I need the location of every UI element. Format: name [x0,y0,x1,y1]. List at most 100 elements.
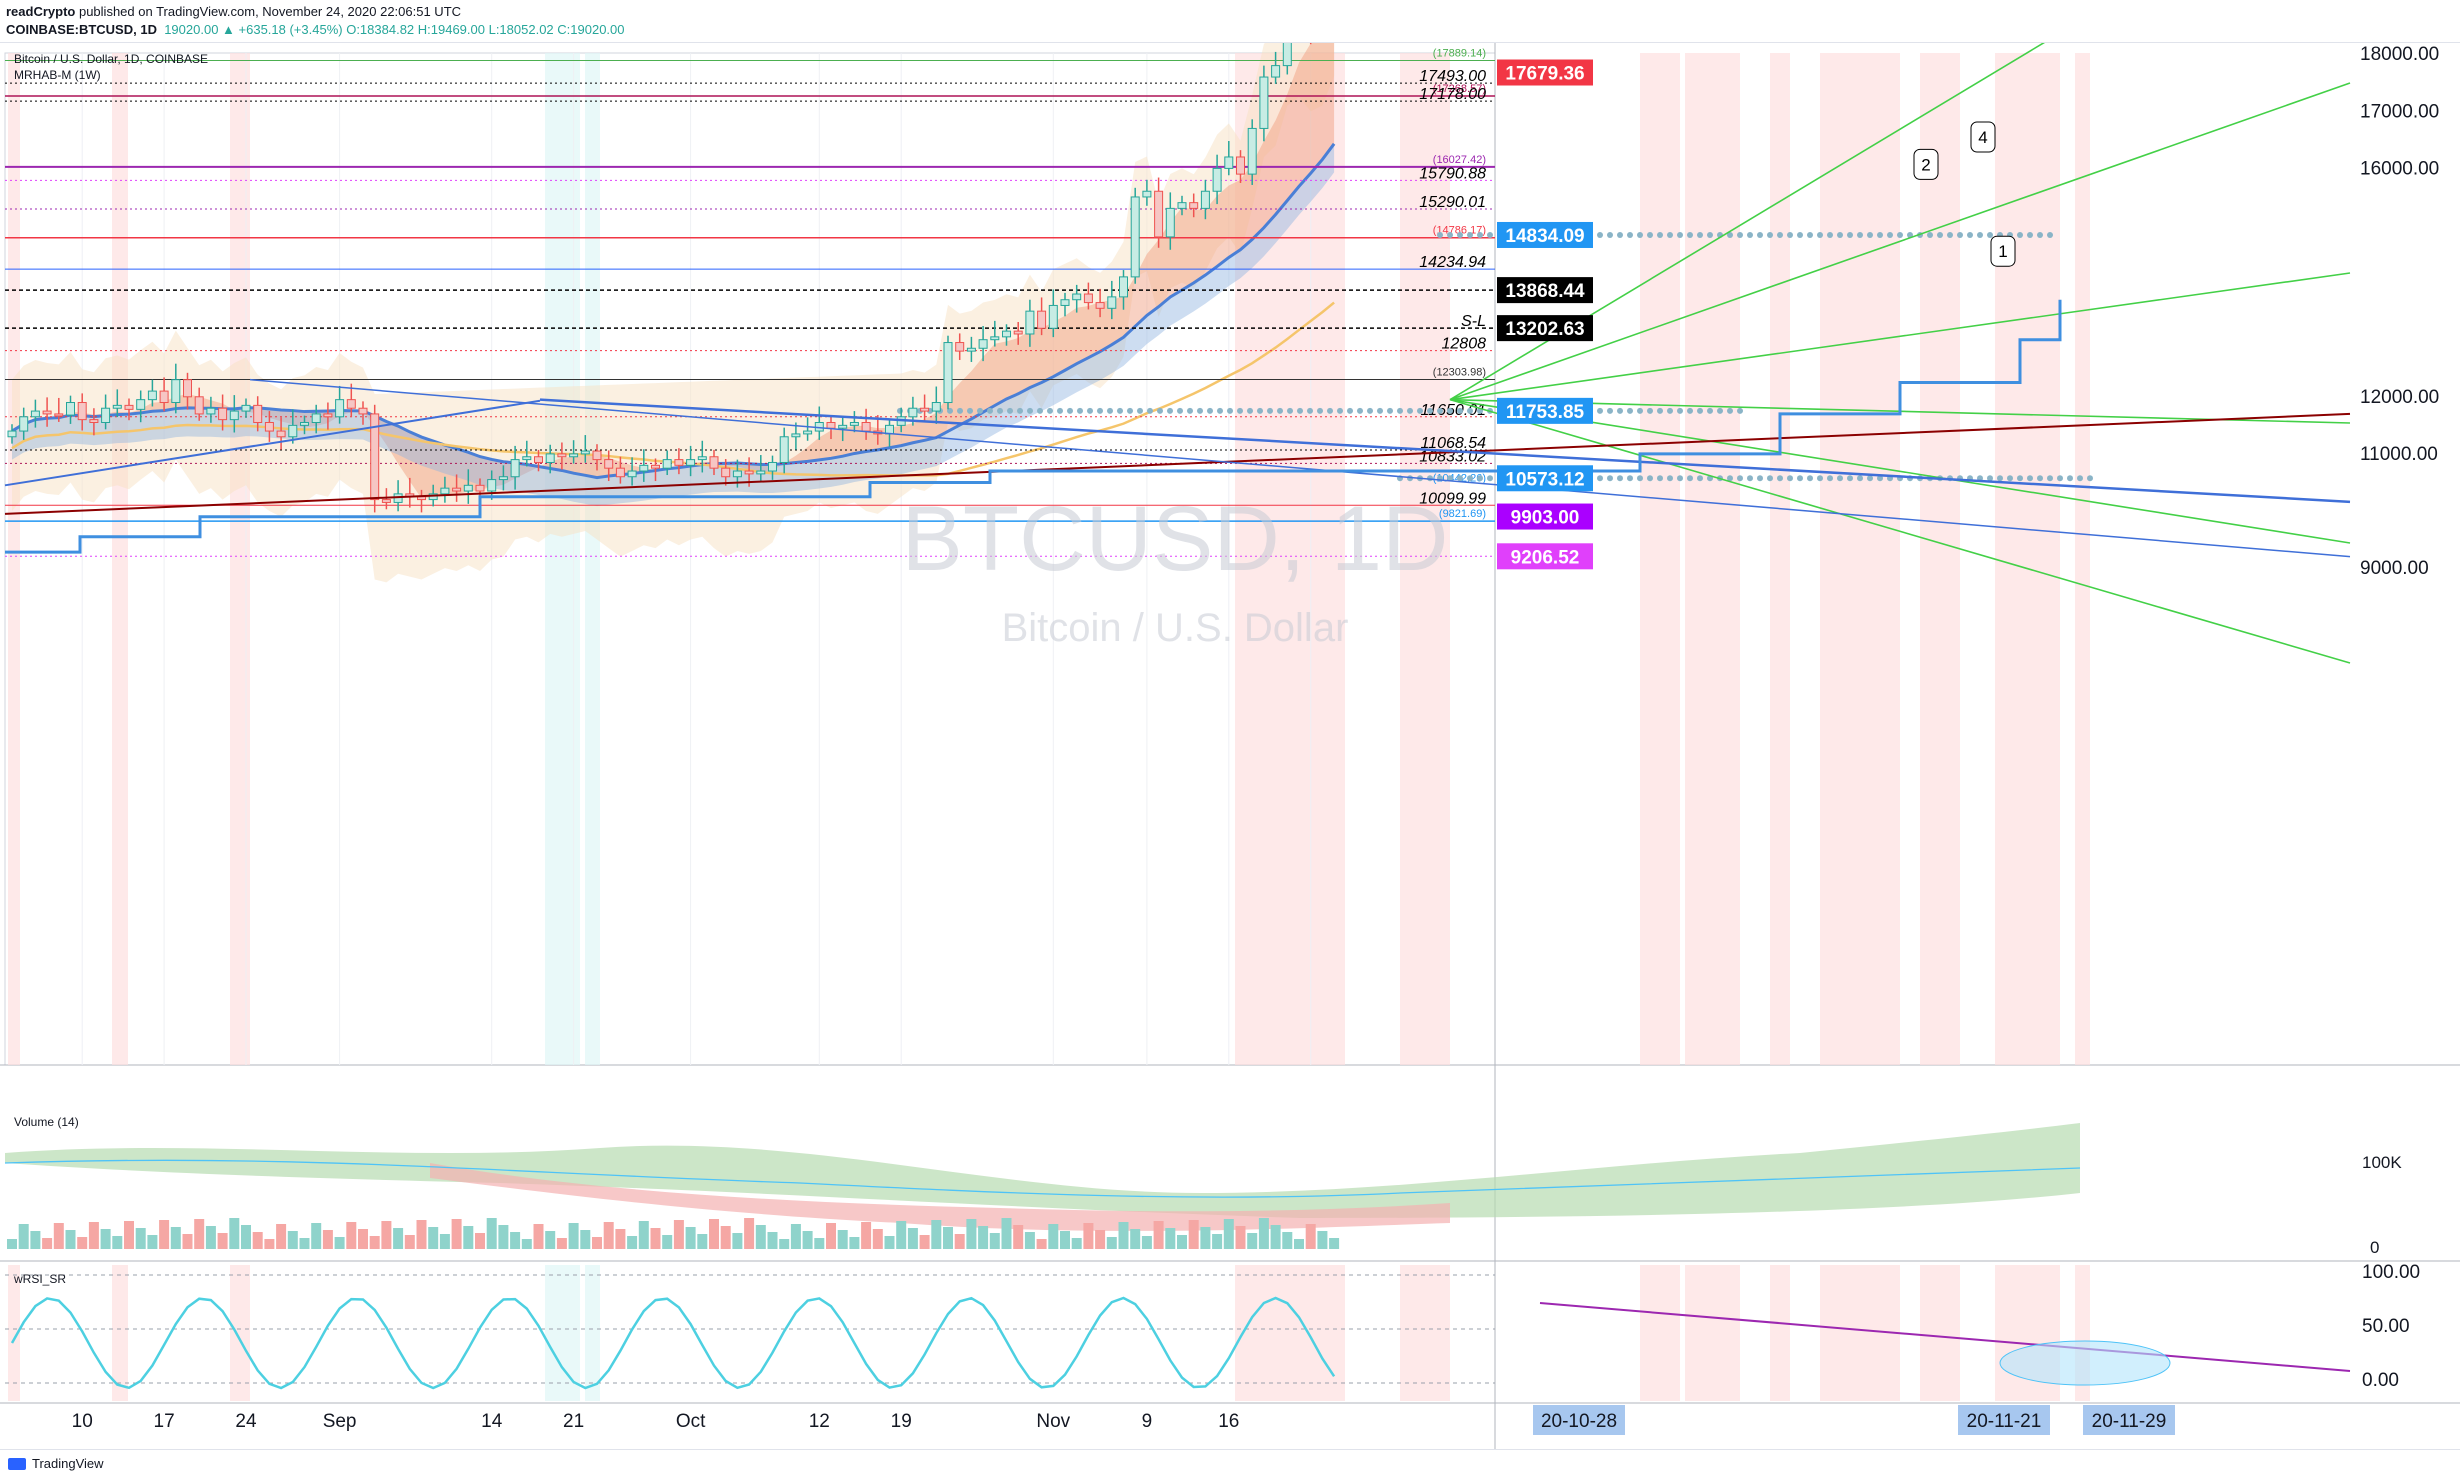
candle-body [1107,296,1117,309]
volume-bar [779,1239,790,1249]
ohlc-values: 19020.00 ▲ +635.18 (+3.45%) O:18384.82 H… [164,22,625,37]
support-dot [977,407,983,414]
tradingview-logo[interactable]: TradingView [8,1456,104,1471]
volume-bar [1200,1227,1211,1249]
support-dot [1027,407,1033,414]
candle-body [1060,299,1070,306]
level-label: (9821.69) [1439,508,1486,520]
support-dot [2017,231,2023,238]
level-label: S-L [1461,313,1486,330]
shade-strip [1235,1265,1345,1401]
footer: TradingView [0,1449,2460,1477]
time-highlight-label: 20-11-21 [1967,1411,2042,1432]
support-dot [1627,407,1633,414]
fan-line [1449,82,2351,401]
support-dot [2007,475,2013,482]
volume-bar [1083,1223,1094,1249]
volume-bar [1141,1236,1152,1249]
envelope-band [12,43,1335,583]
support-dot [2067,475,2073,482]
candle-body [206,407,216,415]
candle-body [183,379,192,398]
support-dot [1667,407,1673,414]
shade-strip [112,53,128,1065]
support-dot [1867,475,1873,482]
candle-body [662,459,672,469]
volume-bar [767,1232,778,1249]
volume-pane-label: Volume (14) [14,1115,79,1129]
candle-body [721,467,731,478]
candle-body [1083,293,1093,304]
candle-body [89,419,99,423]
support-dot [1367,407,1373,414]
candle-body [908,407,918,418]
volume-bar [545,1231,556,1249]
price-badge [1497,59,1593,86]
candle-body [826,421,836,429]
volume-bar [720,1226,731,1249]
candle-body [732,470,742,478]
support-dot [1657,231,1663,238]
support-dot [1847,231,1853,238]
author-name[interactable]: readCrypto [6,4,76,19]
support-dot [1937,231,1943,238]
time-tick: 14 [481,1411,503,1432]
support-dot [1757,231,1763,238]
volume-band-up [5,1123,2080,1218]
support-dot [1457,231,1463,238]
volume-bar [1223,1219,1234,1249]
support-dot [1477,231,1483,238]
shade-strip [1770,53,1790,1065]
candle-body [229,410,239,421]
candle-body [1282,43,1292,67]
support-dot [1077,407,1083,414]
volume-bar [346,1222,357,1249]
volume-bar [486,1218,497,1249]
shade-strip [230,1265,250,1401]
candle-body [615,467,625,478]
price-chart[interactable]: (19750.86)19378.99(17889.14)17493.00(172… [0,43,2460,1449]
support-dot [1797,475,1803,482]
shade-strip [1640,53,1680,1065]
annotation-label: 2 [1921,155,1930,174]
support-dot [897,407,903,414]
volume-bar [1130,1229,1141,1249]
support-dot [1867,231,1873,238]
ma20-line [11,142,1336,480]
support-dot [1817,231,1823,238]
time-tick: Sep [323,1411,357,1432]
volume-bar [556,1238,567,1249]
volume-bar [77,1237,88,1249]
support-dot [1877,475,1883,482]
support-dot [1677,231,1683,238]
volume-bar [685,1227,696,1249]
support-dot [2057,475,2063,482]
volume-bar [299,1238,310,1249]
volume-bar [311,1223,322,1249]
volume-bar [673,1220,684,1249]
support-dot [1677,407,1683,414]
volume-bar [217,1233,228,1249]
volume-bar [896,1221,907,1249]
time-tick: 12 [809,1411,830,1432]
volume-bar [954,1234,965,1249]
fan-line [1449,398,2351,664]
candle-body [1048,304,1058,329]
support-dot [1297,407,1303,414]
support-dot [1377,407,1383,414]
candle-body [1002,330,1011,338]
candle-body [510,459,520,478]
price-badge [1497,397,1593,424]
candle-body [30,410,40,418]
support-dot [1037,407,1043,414]
volume-bar [837,1230,848,1249]
volume-bar [533,1224,544,1249]
support-dot [1657,407,1663,414]
time-tick: 10 [72,1411,93,1432]
support-dot [1827,231,1833,238]
volume-bar [1329,1238,1340,1249]
support-dot [1747,231,1753,238]
volume-bar [475,1233,485,1249]
candle-body [66,402,75,416]
support-dot [1617,475,1623,482]
